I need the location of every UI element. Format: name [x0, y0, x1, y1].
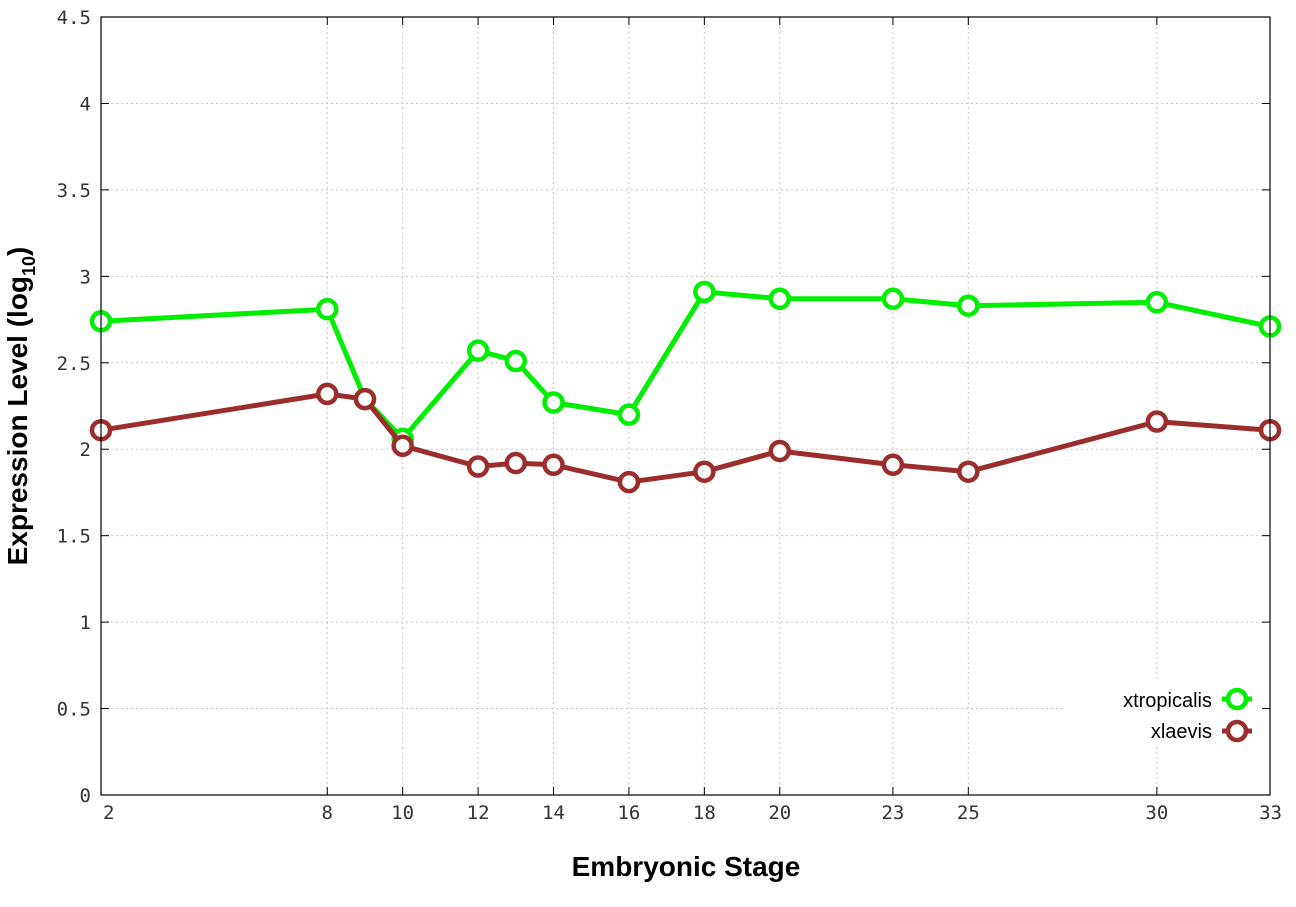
data-point-xlaevis	[617, 470, 641, 494]
x-tick-label: 10	[391, 802, 414, 824]
x-tick-label: 20	[768, 802, 791, 824]
data-point-xlaevis	[542, 453, 565, 477]
legend-label-xtropicalis: xtropicalis	[1123, 690, 1212, 712]
x-tick-label: 33	[1259, 802, 1282, 824]
x-tick-label: 12	[467, 802, 490, 824]
y-axis-title-close: )	[2, 247, 33, 256]
data-point-xlaevis	[881, 453, 905, 477]
y-tick-label: 4.5	[57, 7, 91, 29]
data-point-xtropicalis	[316, 297, 339, 321]
y-tick-label: 2.5	[57, 353, 91, 375]
data-point-xlaevis	[466, 455, 490, 478]
data-point-xlaevis	[768, 439, 792, 463]
y-tick-label: 1	[80, 612, 91, 634]
y-tick-label: 3	[80, 266, 91, 288]
data-point-xtropicalis	[1145, 291, 1169, 314]
legend-label-xlaevis: xlaevis	[1151, 721, 1212, 743]
legend-entry-xlaevis: xlaevis	[1151, 719, 1252, 743]
data-point-xlaevis	[391, 434, 414, 458]
data-point-xtropicalis	[768, 287, 792, 311]
legend-marker-xlaevis	[1225, 719, 1249, 743]
data-point-xtropicalis	[957, 294, 980, 317]
series-line-xtropicalis	[100, 289, 1271, 442]
data-point-xlaevis	[693, 460, 716, 483]
data-point-xtropicalis	[504, 349, 528, 373]
x-axis-title: Embryonic Stage	[572, 851, 801, 882]
x-tick-label: 18	[693, 802, 716, 824]
series-lines	[89, 280, 1282, 494]
data-point-xlaevis	[504, 451, 528, 475]
data-point-xtropicalis	[466, 339, 490, 362]
data-point-xlaevis	[316, 382, 339, 406]
y-axis-title-main: Expression Level (log	[2, 276, 33, 565]
data-point-xlaevis	[353, 387, 377, 411]
y-tick-label: 0	[80, 785, 91, 807]
legend: xtropicalis xlaevis	[1066, 682, 1262, 746]
y-tick-label: 2	[80, 439, 91, 461]
y-tick-label: 0.5	[57, 699, 91, 721]
data-point-xtropicalis	[617, 403, 641, 426]
x-tick-label: 8	[322, 802, 333, 824]
grid-lines	[101, 17, 1270, 795]
data-point-xtropicalis	[693, 280, 716, 304]
series-line-xlaevis	[100, 391, 1271, 485]
data-point-xlaevis	[957, 460, 980, 483]
x-tick-label: 30	[1145, 802, 1168, 824]
tick-labels: 0 0.5 1 1.5 2 2.5 3 3.5 4 4.5 2 8 10 12 14 16 18 20 23 25 30…	[57, 7, 1282, 824]
axes	[100, 16, 1271, 796]
y-axis-title-subscript: 10	[19, 256, 39, 276]
x-tick-label: 16	[617, 802, 640, 824]
x-tick-label: 14	[542, 802, 565, 824]
x-tick-label: 2	[103, 802, 114, 824]
x-tick-label: 25	[957, 802, 980, 824]
plot-frame	[100, 16, 1271, 796]
y-tick-label: 3.5	[57, 180, 91, 202]
data-point-xlaevis	[1145, 410, 1169, 433]
y-tick-label: 1.5	[57, 526, 91, 548]
legend-entry-xtropicalis: xtropicalis	[1123, 687, 1252, 712]
data-point-xtropicalis	[542, 391, 565, 414]
y-axis-title: Expression Level (log10)	[2, 247, 39, 566]
y-tick-label: 4	[80, 93, 91, 115]
x-tick-label: 23	[881, 802, 904, 824]
data-point-xtropicalis	[881, 287, 905, 311]
legend-marker-xtropicalis	[1225, 687, 1249, 711]
